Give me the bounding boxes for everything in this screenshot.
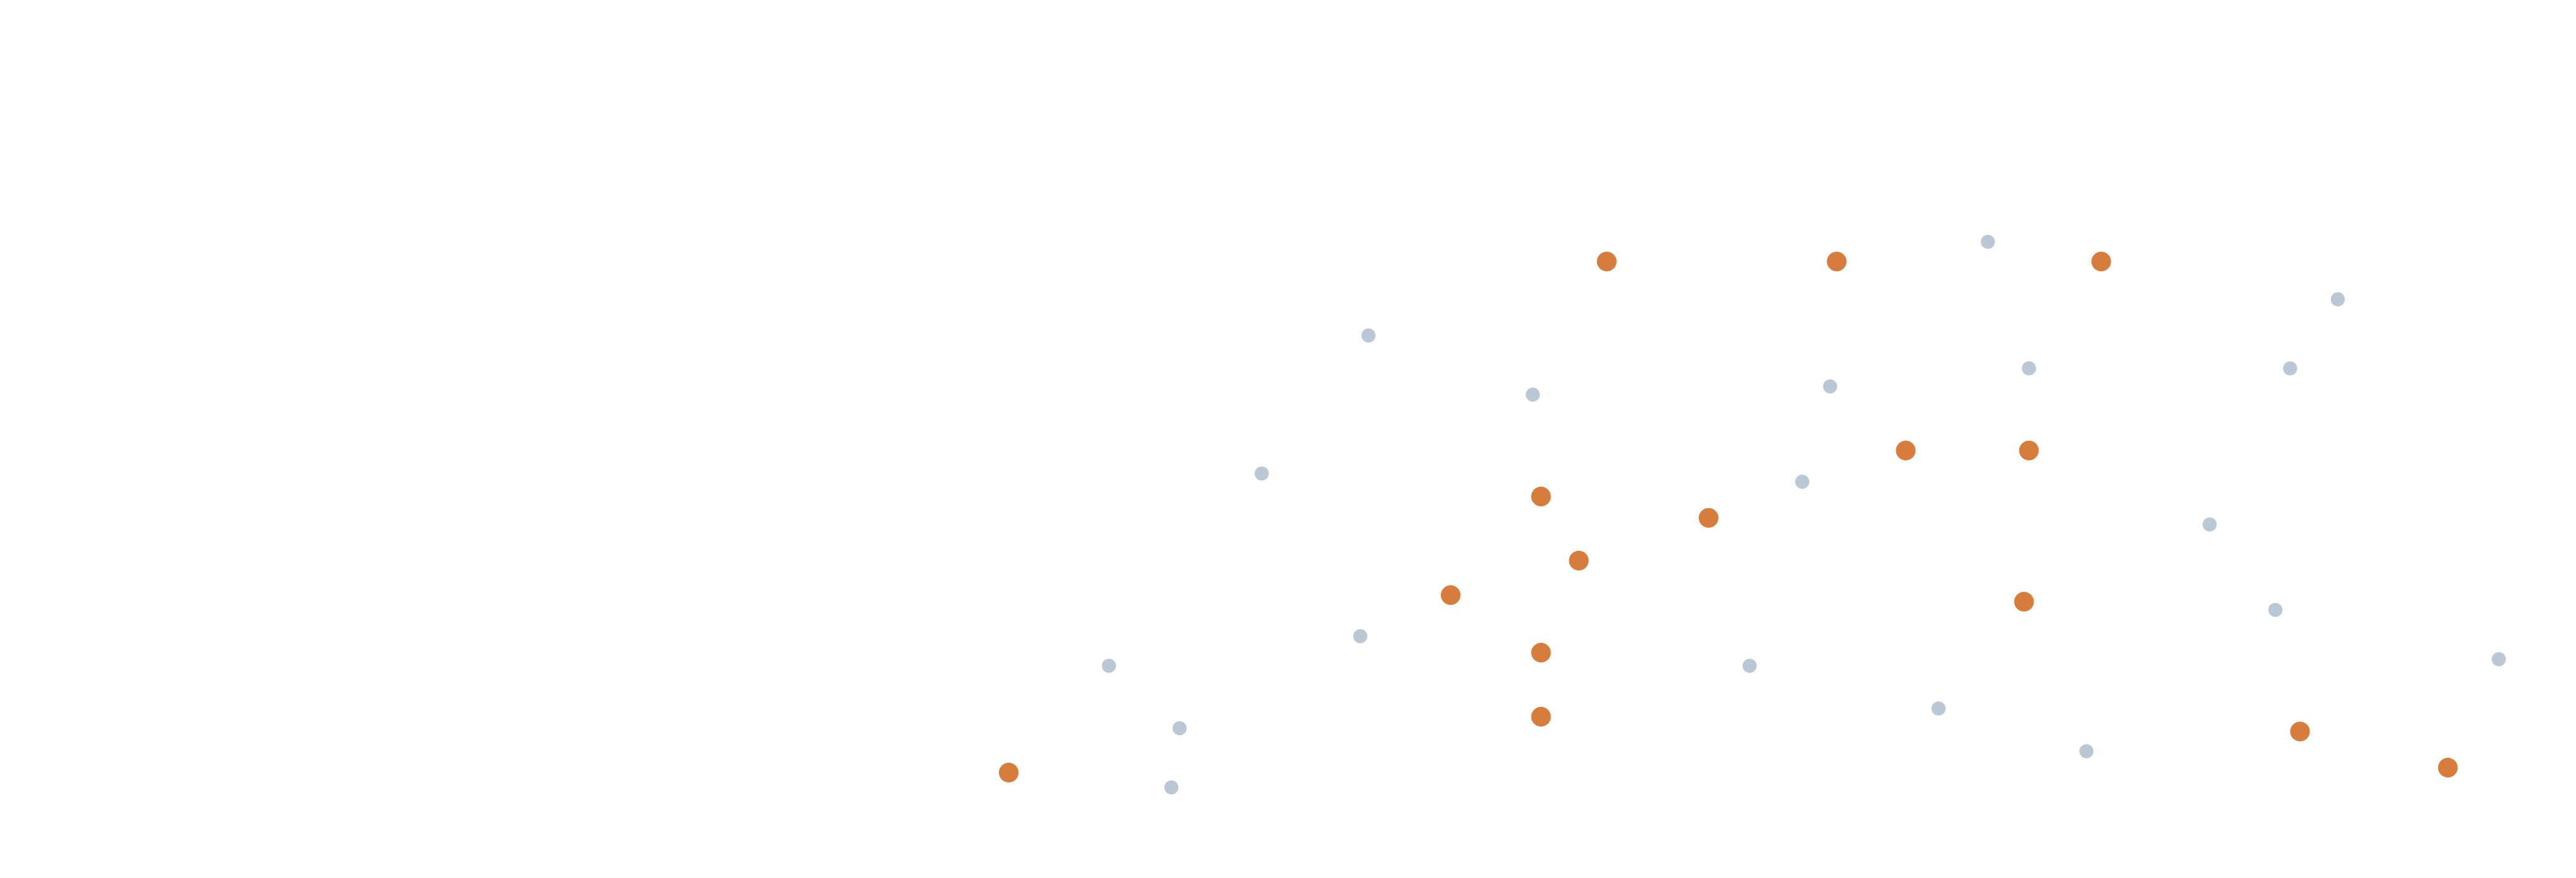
orange-dot — [2019, 440, 2039, 460]
orange-dot — [1531, 642, 1551, 663]
orange-dot — [998, 762, 1019, 783]
orange-dot — [2014, 591, 2034, 612]
gray-dot — [2491, 652, 2506, 667]
gray-dot — [1981, 235, 1995, 249]
orange-dot — [2438, 757, 2458, 778]
orange-dot — [1569, 550, 1589, 571]
orange-dot — [1698, 508, 1719, 528]
gray-dot — [1742, 658, 1757, 673]
gray-dot — [1102, 658, 1116, 673]
gray-dot — [1172, 721, 1187, 736]
gray-dot — [2203, 517, 2217, 532]
orange-dot — [1531, 486, 1551, 507]
gray-dot — [1164, 780, 1179, 795]
orange-dots — [998, 252, 2458, 783]
gray-dot — [1353, 629, 1368, 643]
gray-dot — [2283, 361, 2297, 375]
orange-dot — [1531, 706, 1551, 727]
gray-dot — [1525, 387, 1540, 402]
gray-dot — [1931, 701, 1946, 716]
gray-dot — [1361, 328, 1376, 343]
gray-dot — [2079, 744, 2094, 759]
gray-dot — [1795, 474, 1810, 489]
orange-dot — [2091, 252, 2111, 272]
orange-dot — [1596, 252, 1617, 272]
gray-dot — [2268, 603, 2283, 617]
gray-dot — [1254, 466, 1269, 481]
orange-dot — [1827, 252, 1847, 272]
gray-dots — [1102, 235, 2506, 795]
orange-dot — [1896, 440, 1916, 460]
gray-dot — [2021, 361, 2037, 375]
orange-dot — [1440, 585, 1461, 605]
gray-dot — [2330, 292, 2345, 307]
orange-dot — [2290, 721, 2310, 742]
gray-dot — [1823, 379, 1837, 394]
